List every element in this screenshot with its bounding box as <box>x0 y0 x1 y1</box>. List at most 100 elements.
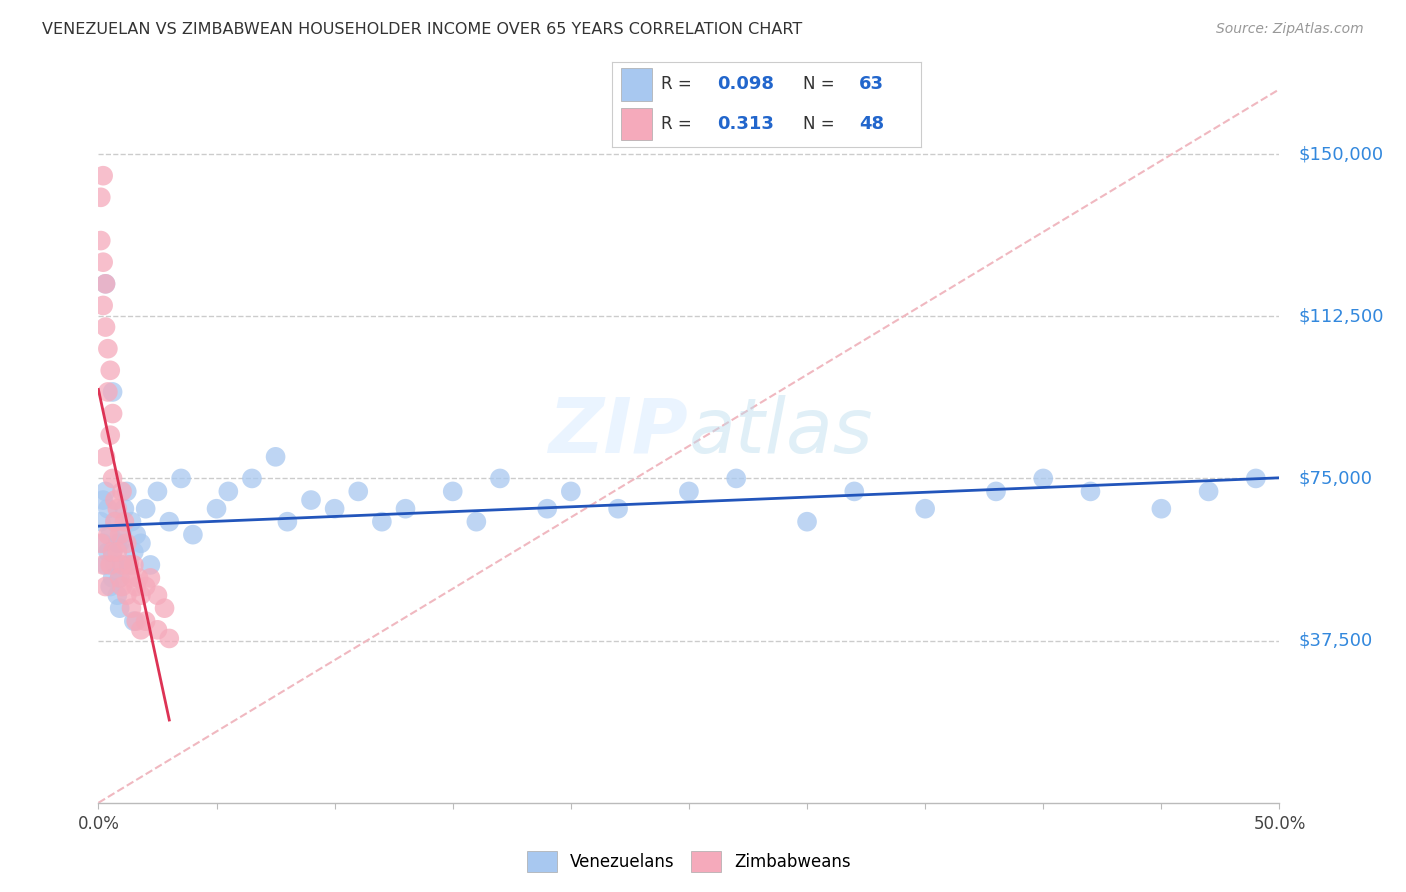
Point <box>914 501 936 516</box>
Point <box>725 471 748 485</box>
Point <box>1032 471 1054 485</box>
Point <box>118 558 141 572</box>
Point <box>94 484 117 499</box>
Point <box>98 558 121 572</box>
Point <box>97 384 120 399</box>
Legend: Venezuelans, Zimbabweans: Venezuelans, Zimbabweans <box>519 843 859 880</box>
Point <box>98 428 121 442</box>
Point <box>181 527 204 541</box>
Text: 0.313: 0.313 <box>717 115 773 133</box>
Point <box>121 571 143 585</box>
Point <box>98 363 121 377</box>
Point <box>111 527 134 541</box>
Point <box>111 558 134 572</box>
Text: VENEZUELAN VS ZIMBABWEAN HOUSEHOLDER INCOME OVER 65 YEARS CORRELATION CHART: VENEZUELAN VS ZIMBABWEAN HOUSEHOLDER INC… <box>42 22 803 37</box>
Point <box>111 558 134 572</box>
Point <box>125 580 148 594</box>
Point <box>105 588 128 602</box>
FancyBboxPatch shape <box>621 69 652 101</box>
Point <box>90 536 112 550</box>
Point <box>240 471 263 485</box>
Point <box>91 493 114 508</box>
Point <box>97 527 120 541</box>
Point <box>118 558 141 572</box>
Point <box>104 515 127 529</box>
Point <box>347 484 370 499</box>
Text: Source: ZipAtlas.com: Source: ZipAtlas.com <box>1216 22 1364 37</box>
Point <box>112 515 135 529</box>
Point <box>104 515 127 529</box>
Point <box>115 484 138 499</box>
Point <box>217 484 239 499</box>
Point <box>101 407 124 421</box>
Point <box>796 515 818 529</box>
Point <box>90 515 112 529</box>
Point <box>122 614 145 628</box>
Point <box>108 601 131 615</box>
Point <box>122 558 145 572</box>
Point <box>1244 471 1267 485</box>
Point <box>139 571 162 585</box>
Text: $37,500: $37,500 <box>1298 632 1372 649</box>
Point <box>489 471 512 485</box>
Point <box>94 558 117 572</box>
Point <box>91 536 114 550</box>
Point <box>128 571 150 585</box>
Point <box>560 484 582 499</box>
Point <box>153 601 176 615</box>
Point <box>90 234 112 248</box>
Point <box>135 501 157 516</box>
Point <box>129 536 152 550</box>
Text: N =: N = <box>803 115 841 133</box>
Point <box>91 255 114 269</box>
Text: $75,000: $75,000 <box>1298 469 1372 487</box>
Point <box>129 588 152 602</box>
Point <box>91 298 114 312</box>
Text: N =: N = <box>803 76 841 94</box>
Point <box>146 484 169 499</box>
Text: 0.098: 0.098 <box>717 76 773 94</box>
Point <box>264 450 287 464</box>
Point <box>536 501 558 516</box>
Point <box>125 614 148 628</box>
Point <box>1080 484 1102 499</box>
Point <box>276 515 298 529</box>
Text: 48: 48 <box>859 115 884 133</box>
Text: R =: R = <box>661 76 697 94</box>
Point <box>101 545 124 559</box>
Point <box>1198 484 1220 499</box>
Point <box>441 484 464 499</box>
Point <box>135 580 157 594</box>
Text: 63: 63 <box>859 76 884 94</box>
Point <box>98 580 121 594</box>
Point <box>105 501 128 516</box>
Point <box>101 545 124 559</box>
Point <box>105 545 128 559</box>
Point <box>97 501 120 516</box>
Point <box>146 623 169 637</box>
Point <box>108 571 131 585</box>
Point <box>115 536 138 550</box>
Point <box>101 384 124 399</box>
Point <box>115 588 138 602</box>
Point <box>122 545 145 559</box>
Point <box>299 493 322 508</box>
Point <box>90 190 112 204</box>
Text: atlas: atlas <box>689 395 873 468</box>
Point <box>139 558 162 572</box>
Point <box>98 527 121 541</box>
Point <box>101 571 124 585</box>
Point <box>607 501 630 516</box>
Point <box>112 501 135 516</box>
Point <box>97 545 120 559</box>
Point <box>94 450 117 464</box>
Point <box>678 484 700 499</box>
Point <box>108 527 131 541</box>
Point <box>394 501 416 516</box>
Point <box>94 320 117 334</box>
Point <box>104 558 127 572</box>
Point <box>97 342 120 356</box>
Point <box>844 484 866 499</box>
Point <box>108 571 131 585</box>
Point <box>94 277 117 291</box>
